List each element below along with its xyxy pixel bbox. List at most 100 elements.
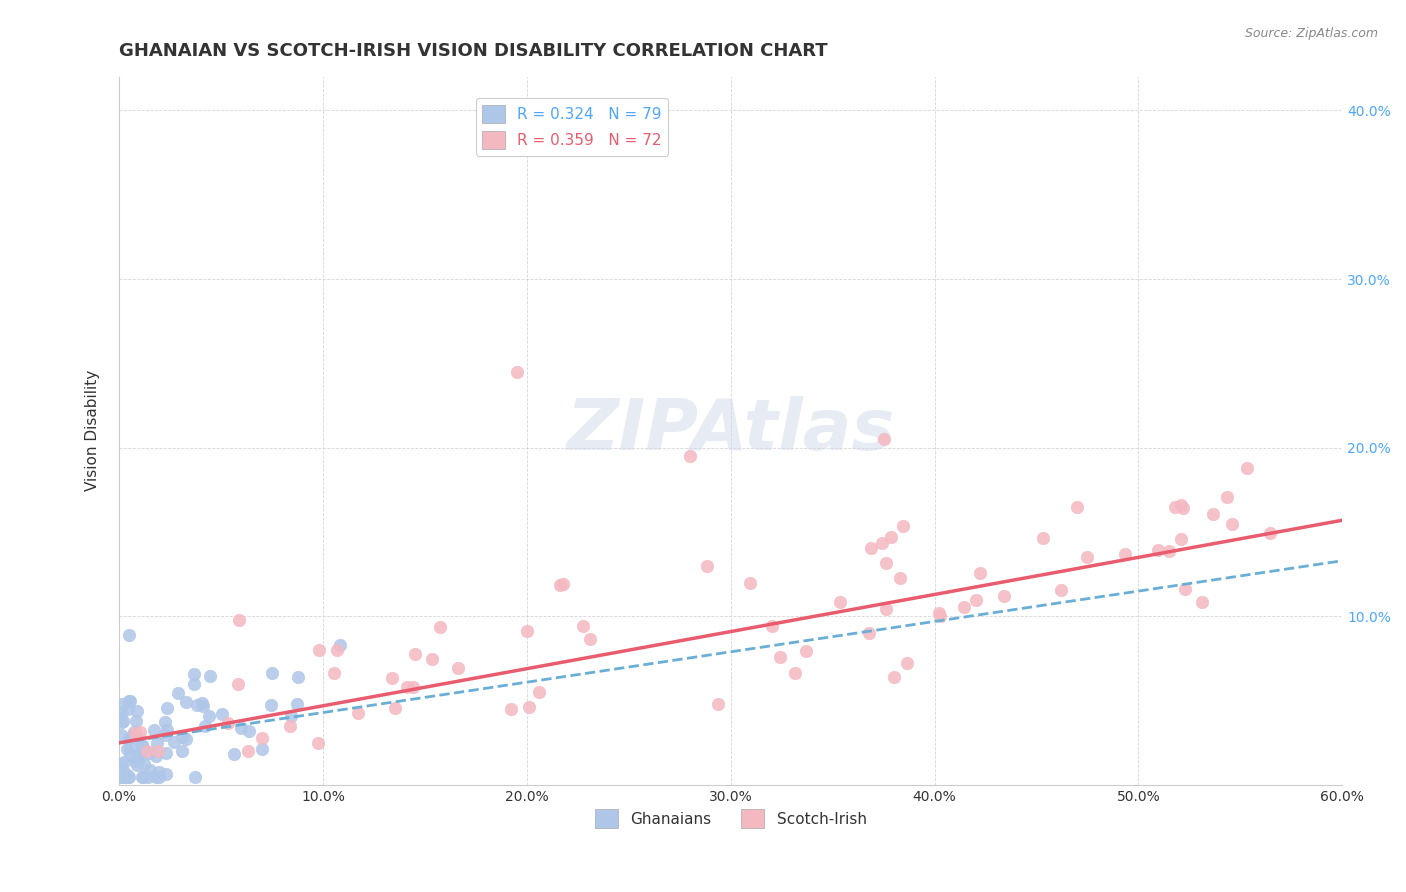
Point <box>447 661 470 675</box>
Point <box>280 719 302 733</box>
Point <box>1146 543 1168 558</box>
Point <box>891 519 914 533</box>
Point <box>499 702 522 716</box>
Point <box>1236 461 1258 475</box>
Text: GHANAIAN VS SCOTCH-IRISH VISION DISABILITY CORRELATION CHART: GHANAIAN VS SCOTCH-IRISH VISION DISABILI… <box>120 42 828 60</box>
Point <box>155 766 177 780</box>
Point <box>163 735 186 749</box>
Point <box>120 730 142 744</box>
Text: Source: ZipAtlas.com: Source: ZipAtlas.com <box>1244 27 1378 40</box>
Point <box>396 680 419 694</box>
Point <box>110 728 132 742</box>
Point <box>929 609 952 624</box>
Point <box>120 741 142 756</box>
Point <box>148 770 170 784</box>
Y-axis label: Vision Disability: Vision Disability <box>86 370 100 491</box>
Point <box>110 770 132 784</box>
Point <box>231 721 253 735</box>
Point <box>145 748 167 763</box>
Point <box>145 770 167 784</box>
Point <box>1076 549 1098 564</box>
Point <box>156 701 179 715</box>
Point <box>875 557 897 571</box>
Point <box>707 697 730 711</box>
Point <box>882 670 904 684</box>
Point <box>155 728 177 742</box>
Point <box>830 595 852 609</box>
Point <box>516 624 538 638</box>
Point <box>579 632 602 646</box>
Point <box>125 705 148 719</box>
Point <box>322 665 344 680</box>
Point <box>183 677 205 691</box>
Text: ZIPAtlas: ZIPAtlas <box>567 396 894 466</box>
Point <box>238 744 260 758</box>
Point <box>115 741 138 756</box>
Point <box>148 765 170 780</box>
Point <box>252 731 274 746</box>
Legend: Ghanaians, Scotch-Irish: Ghanaians, Scotch-Irish <box>589 804 873 834</box>
Point <box>124 754 146 768</box>
Point <box>131 738 153 752</box>
Point <box>550 578 572 592</box>
Point <box>1170 498 1192 512</box>
Point <box>138 746 160 760</box>
Point <box>118 694 141 708</box>
Point <box>184 770 207 784</box>
Point <box>402 681 425 695</box>
Point <box>127 731 149 746</box>
Point <box>307 736 329 750</box>
Point <box>124 725 146 739</box>
Point <box>110 711 132 725</box>
Point <box>679 449 702 463</box>
Point <box>117 770 139 784</box>
Point <box>880 530 903 544</box>
Point <box>128 747 150 762</box>
Point <box>1032 531 1054 545</box>
Point <box>1191 595 1213 609</box>
Point <box>326 643 349 657</box>
Point <box>153 715 176 730</box>
Point <box>347 706 370 721</box>
Point <box>146 744 169 758</box>
Point <box>111 770 134 784</box>
Point <box>118 770 141 784</box>
Point <box>1164 500 1187 514</box>
Point <box>120 694 142 708</box>
Point <box>134 757 156 772</box>
Point <box>117 702 139 716</box>
Point <box>1220 517 1243 532</box>
Point <box>186 698 208 713</box>
Point <box>155 746 177 760</box>
Point <box>1216 490 1239 504</box>
Point <box>125 757 148 772</box>
Point <box>131 739 153 753</box>
Point <box>517 700 540 714</box>
Point <box>112 756 135 770</box>
Point <box>860 541 883 555</box>
Point <box>194 719 217 733</box>
Point <box>287 670 309 684</box>
Point <box>198 708 221 723</box>
Point <box>110 705 132 719</box>
Point <box>429 620 451 634</box>
Point <box>190 696 212 710</box>
Point <box>928 606 950 620</box>
Point <box>872 432 894 446</box>
Point <box>769 649 792 664</box>
Point <box>308 643 330 657</box>
Point <box>131 770 153 784</box>
Point <box>969 566 991 581</box>
Point <box>170 730 193 744</box>
Point <box>112 765 135 780</box>
Point <box>142 723 165 738</box>
Point <box>696 558 718 573</box>
Point <box>193 699 215 714</box>
Point <box>117 731 139 746</box>
Point <box>965 593 987 607</box>
Point <box>953 599 976 614</box>
Point <box>115 768 138 782</box>
Point <box>1159 543 1181 558</box>
Point <box>384 701 406 715</box>
Point <box>125 714 148 728</box>
